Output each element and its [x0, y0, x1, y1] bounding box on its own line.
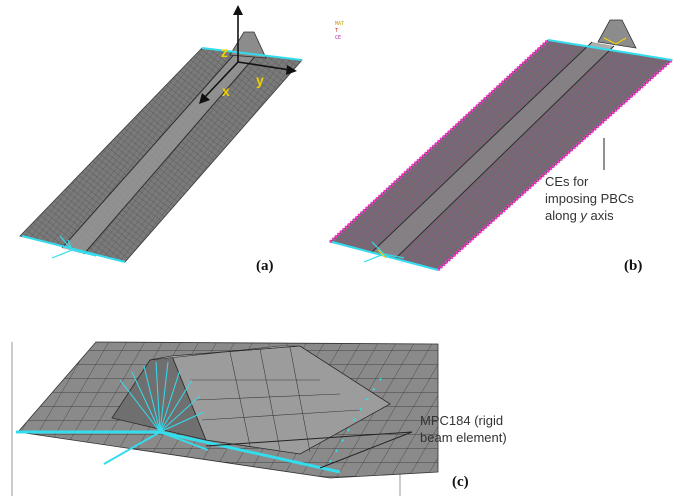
ce-annotation-line-2: imposing PBCs [545, 191, 634, 206]
mpc-annotation-leaders [205, 431, 413, 469]
panel-b-mesh [328, 19, 674, 272]
coordinate-axes: z y x [199, 5, 297, 104]
panel-a-label: (a) [256, 258, 274, 274]
panel-a-mesh [19, 31, 303, 263]
mpc-annotation-line-2: beam element) [420, 430, 507, 445]
ce-annotation-line-1: CEs for [545, 174, 589, 189]
axis-y-label: y [256, 72, 264, 88]
axis-z-label: z [221, 44, 228, 60]
panel-b-label: (b) [624, 258, 642, 274]
legend-item-t: T [335, 28, 338, 34]
legend-item-mat: MAT [335, 21, 344, 27]
legend-item-ce: CE [335, 35, 341, 41]
legend: MAT T CE [335, 21, 344, 41]
ce-annotation-line-3: along y axis [545, 208, 614, 223]
axis-x-label: x [222, 83, 230, 99]
panel-c-label: (c) [452, 474, 469, 490]
mpc-annotation-line-1: MPC184 (rigid [420, 413, 503, 428]
panel-c-mesh [11, 341, 439, 496]
